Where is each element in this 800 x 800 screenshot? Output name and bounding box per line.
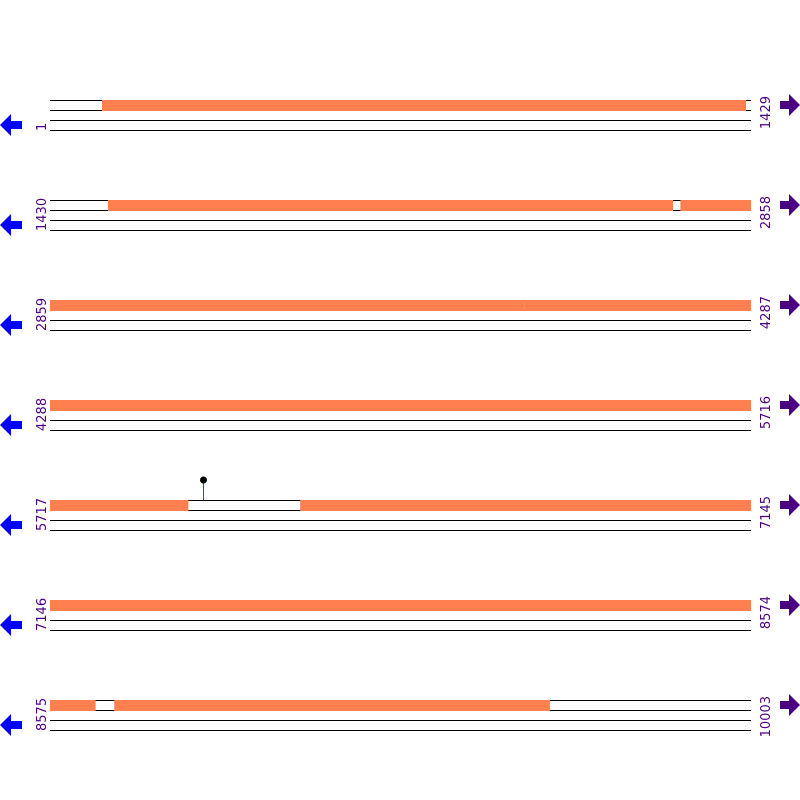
feature-bar xyxy=(50,700,96,711)
row-start-label: 5717 xyxy=(35,498,50,531)
feature-bar xyxy=(114,700,550,711)
sequence-row: 8575 10003 xyxy=(0,694,800,737)
feature-bar xyxy=(107,200,674,211)
sequence-row: 2859 4287 xyxy=(0,294,800,336)
sequence-row: 1 1429 xyxy=(0,94,800,136)
arrow-right-icon xyxy=(780,594,800,616)
feature-bar xyxy=(50,400,751,411)
feature-bar xyxy=(524,300,751,311)
sequence-row: 1430 2858 xyxy=(0,194,800,236)
row-end-label: 7145 xyxy=(759,496,774,529)
arrow-left-icon xyxy=(0,614,22,636)
feature-bar xyxy=(680,200,751,211)
feature-bar xyxy=(50,500,189,511)
arrow-left-icon xyxy=(0,414,22,436)
arrow-right-icon xyxy=(780,294,800,316)
row-start-label: 1 xyxy=(35,123,50,131)
feature-bar xyxy=(101,100,747,111)
row-end-label: 2858 xyxy=(759,196,774,229)
arrow-right-icon xyxy=(780,694,800,716)
arrow-left-icon xyxy=(0,514,22,536)
row-end-label: 8574 xyxy=(759,596,774,629)
row-end-label: 5716 xyxy=(759,396,774,429)
arrow-right-icon xyxy=(780,94,800,116)
row-start-label: 8575 xyxy=(35,698,50,731)
sequence-row: 5717 7145 xyxy=(0,476,800,536)
arrow-right-icon xyxy=(780,394,800,416)
marker-head xyxy=(200,476,207,484)
arrow-left-icon xyxy=(0,714,22,736)
row-end-label: 4287 xyxy=(759,296,774,329)
row-end-label: 1429 xyxy=(759,96,774,129)
row-start-label: 7146 xyxy=(35,598,50,631)
feature-bar xyxy=(300,500,751,511)
row-start-label: 4288 xyxy=(35,398,50,431)
sequence-row: 4288 5716 xyxy=(0,394,800,436)
arrow-right-icon xyxy=(780,494,800,516)
arrow-left-icon xyxy=(0,214,22,236)
arrow-left-icon xyxy=(0,314,22,336)
feature-bar xyxy=(50,300,525,311)
arrow-right-icon xyxy=(780,194,800,216)
feature-bar xyxy=(50,600,751,611)
row-end-label: 10003 xyxy=(759,696,774,737)
row-start-label: 2859 xyxy=(35,298,50,331)
arrow-left-icon xyxy=(0,114,22,136)
row-start-label: 1430 xyxy=(35,198,50,231)
sequence-row: 7146 8574 xyxy=(0,594,800,636)
